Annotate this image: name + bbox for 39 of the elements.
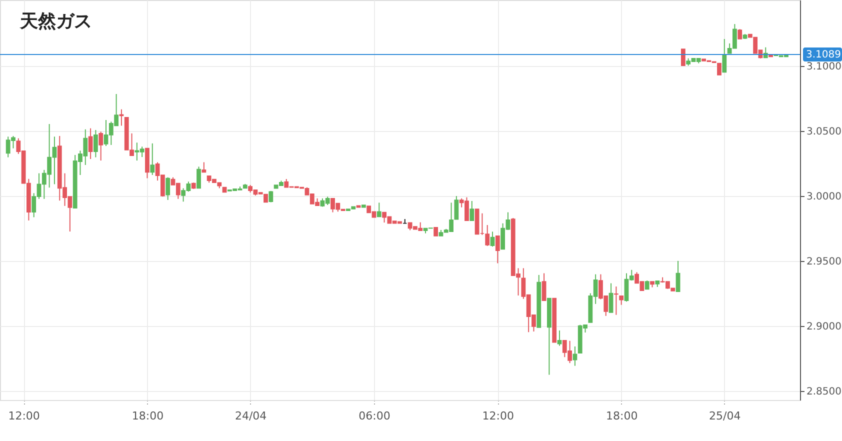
y-tick-label: 3.1000 — [806, 62, 842, 73]
x-tick-label: 18:00 — [606, 410, 638, 422]
x-tick-label: 24/04 — [234, 410, 267, 422]
x-tick-label: 06:00 — [358, 410, 390, 422]
candlestick — [98, 131, 104, 162]
candlestick — [722, 38, 727, 73]
candlestick — [470, 200, 474, 222]
candlestick — [680, 48, 686, 66]
candlestick — [485, 224, 490, 246]
candlestick — [557, 330, 562, 346]
y-tick-label: 3.0500 — [806, 126, 842, 138]
candlestick — [495, 235, 500, 264]
x-tick-label: 12:00 — [8, 410, 40, 422]
candlestick — [166, 176, 170, 200]
candlestick — [738, 28, 742, 40]
candlestick — [676, 260, 680, 292]
y-tick-label: 2.9500 — [806, 256, 842, 268]
y-tick-label: 2.8500 — [806, 386, 842, 398]
candlestick — [202, 162, 206, 173]
candlestick — [150, 142, 155, 176]
candlestick — [490, 231, 495, 248]
candlestick — [717, 62, 722, 76]
candlestick — [542, 272, 546, 302]
x-tick-label: 18:00 — [132, 410, 164, 422]
candlestick — [94, 129, 98, 158]
candlestick — [196, 166, 201, 189]
text: 天然ガス — [19, 11, 92, 32]
ref-line-label: 3.1089 — [806, 49, 841, 60]
x-tick-label: 25/04 — [709, 410, 741, 422]
x-tick-label: 12:00 — [482, 410, 514, 422]
candlestick — [145, 148, 150, 179]
candlestick — [614, 286, 618, 316]
candlestick — [376, 202, 382, 218]
candlestick — [572, 346, 578, 366]
candlestick — [608, 282, 614, 314]
candlestick — [454, 196, 459, 220]
y-tick-label: 2.9000 — [806, 322, 842, 333]
y-tick-label: 3.0000 — [806, 192, 842, 203]
candlestick — [88, 128, 93, 160]
